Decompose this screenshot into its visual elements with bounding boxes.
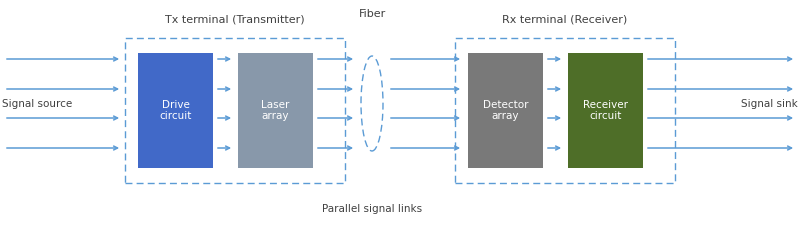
Text: Laser
array: Laser array xyxy=(262,100,290,121)
Bar xyxy=(468,53,543,168)
Text: Drive
circuit: Drive circuit xyxy=(159,100,192,121)
Bar xyxy=(125,38,345,183)
Text: Tx terminal (Transmitter): Tx terminal (Transmitter) xyxy=(165,15,305,25)
Bar xyxy=(568,53,643,168)
Bar xyxy=(238,53,313,168)
Bar xyxy=(138,53,213,168)
Text: Receiver
circuit: Receiver circuit xyxy=(583,100,628,121)
Text: Parallel signal links: Parallel signal links xyxy=(322,204,422,214)
Bar xyxy=(455,38,675,183)
Text: Rx terminal (Receiver): Rx terminal (Receiver) xyxy=(502,15,628,25)
Text: Signal sink: Signal sink xyxy=(742,98,798,109)
Text: Fiber: Fiber xyxy=(358,9,386,19)
Text: Detector
array: Detector array xyxy=(482,100,528,121)
Text: Signal source: Signal source xyxy=(2,98,72,109)
